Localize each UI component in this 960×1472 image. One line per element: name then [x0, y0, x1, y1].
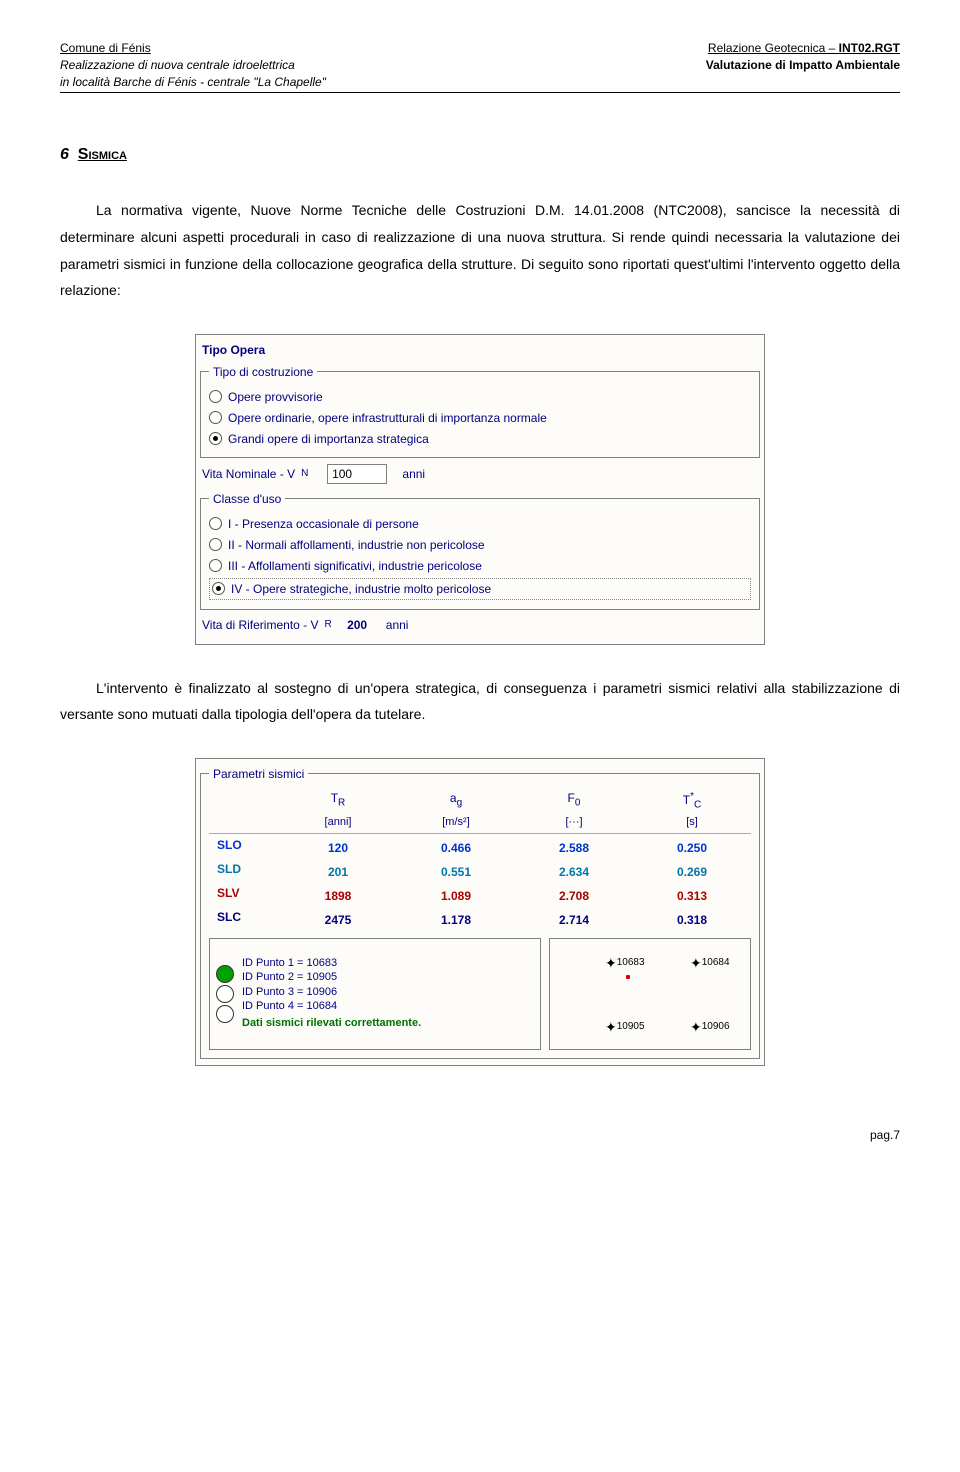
status-ok: Dati sismici rilevati correttamente.	[242, 1015, 421, 1032]
tipo-opera-panel: Tipo Opera Tipo di costruzione Opere pro…	[195, 334, 765, 645]
header-right-1: Relazione Geotecnica – INT02.RGT	[706, 40, 900, 57]
seis-row-label: SLO	[209, 836, 279, 860]
paragraph-2: L'intervento è finalizzato al sostegno d…	[60, 675, 900, 728]
tipo-costruzione-group: Tipo di costruzione Opere provvisorie Op…	[200, 363, 760, 458]
paragraph-1: La normativa vigente, Nuove Norme Tecnic…	[60, 197, 900, 303]
seis-cell: 2.634	[515, 860, 633, 884]
map-point: ✦10683	[605, 953, 645, 974]
header-left-3: in località Barche di Fénis - centrale "…	[60, 74, 326, 91]
page-footer: pag.7	[60, 1126, 900, 1144]
header-left-1: Comune di Fénis	[60, 40, 326, 57]
points-map: ✦10683 ✦10684 ✦10905 ✦10906	[549, 938, 751, 1050]
radio-classe-3[interactable]: III - Affollamenti significativi, indust…	[209, 557, 751, 575]
seis-cell: 1.089	[397, 884, 515, 908]
seis-cell: 0.269	[633, 860, 751, 884]
tipo-opera-title: Tipo Opera	[202, 341, 760, 359]
map-red-dot	[626, 975, 630, 979]
seis-cell: 2.714	[515, 908, 633, 932]
seis-cell: 1.178	[397, 908, 515, 932]
radio-opt-3[interactable]: Grandi opere di importanza strategica	[209, 430, 751, 448]
seis-cell: 2.708	[515, 884, 633, 908]
vita-riferimento-row: Vita di Riferimento - VR 200 anni	[202, 616, 758, 634]
id-lines: ID Punto 1 = 10683ID Punto 2 = 10905ID P…	[242, 956, 421, 1013]
seis-row-label: SLD	[209, 860, 279, 884]
seis-cell: 0.551	[397, 860, 515, 884]
seis-row-label: SLV	[209, 884, 279, 908]
status-circle-2	[216, 985, 234, 1003]
parametri-sismici-panel: Parametri sismici TR ag F0 T*C [anni] [m…	[195, 758, 765, 1066]
radio-classe-4[interactable]: IV - Opere strategiche, industrie molto …	[209, 578, 751, 600]
map-point: ✦10906	[690, 1017, 730, 1038]
header-left-2: Realizzazione di nuova centrale idroelet…	[60, 57, 326, 74]
status-circle-3	[216, 1005, 234, 1023]
seis-cell: 0.318	[633, 908, 751, 932]
radio-opt-1[interactable]: Opere provvisorie	[209, 388, 751, 406]
seis-cell: 1898	[279, 884, 397, 908]
classe-uso-group: Classe d'uso I - Presenza occasionale di…	[200, 490, 760, 610]
seis-cell: 2475	[279, 908, 397, 932]
vita-nominale-row: Vita Nominale - VN anni	[202, 464, 758, 484]
classe-uso-legend: Classe d'uso	[209, 490, 285, 508]
seis-cell: 0.466	[397, 836, 515, 860]
header-right-2: Valutazione di Impatto Ambientale	[706, 57, 900, 74]
id-points-box: ID Punto 1 = 10683ID Punto 2 = 10905ID P…	[209, 938, 541, 1050]
seis-cell: 0.250	[633, 836, 751, 860]
seis-cell: 2.588	[515, 836, 633, 860]
map-point: ✦10684	[690, 953, 730, 974]
seismic-table: TR ag F0 T*C [anni] [m/s²] [···] [s] SLO…	[209, 787, 751, 932]
section-heading: 6 Sismica	[60, 143, 900, 167]
seis-cell: 201	[279, 860, 397, 884]
radio-opt-2[interactable]: Opere ordinarie, opere infrastrutturali …	[209, 409, 751, 427]
radio-classe-2[interactable]: II - Normali affollamenti, industrie non…	[209, 536, 751, 554]
tipo-costruzione-legend: Tipo di costruzione	[209, 363, 317, 381]
vita-nominale-input[interactable]	[327, 464, 387, 484]
page-header: Comune di Fénis Realizzazione di nuova c…	[60, 40, 900, 93]
map-point: ✦10905	[605, 1017, 645, 1038]
parametri-legend: Parametri sismici	[209, 765, 308, 783]
seis-cell: 120	[279, 836, 397, 860]
status-circle-1	[216, 965, 234, 983]
seis-cell: 0.313	[633, 884, 751, 908]
radio-classe-1[interactable]: I - Presenza occasionale di persone	[209, 515, 751, 533]
seis-row-label: SLC	[209, 908, 279, 932]
